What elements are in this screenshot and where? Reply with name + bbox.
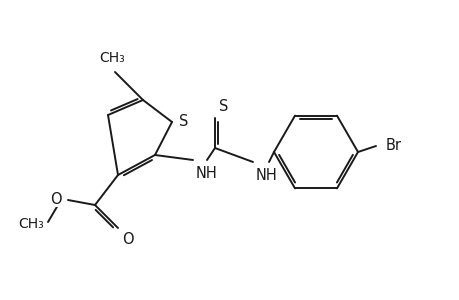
Text: Br: Br	[385, 137, 401, 152]
Text: S: S	[179, 113, 188, 128]
Text: NH: NH	[196, 166, 217, 181]
Text: S: S	[218, 99, 228, 114]
Text: NH: NH	[256, 168, 277, 183]
Text: O: O	[50, 191, 62, 206]
Text: CH₃: CH₃	[99, 51, 124, 65]
Text: O: O	[122, 232, 133, 247]
Text: CH₃: CH₃	[18, 217, 44, 231]
